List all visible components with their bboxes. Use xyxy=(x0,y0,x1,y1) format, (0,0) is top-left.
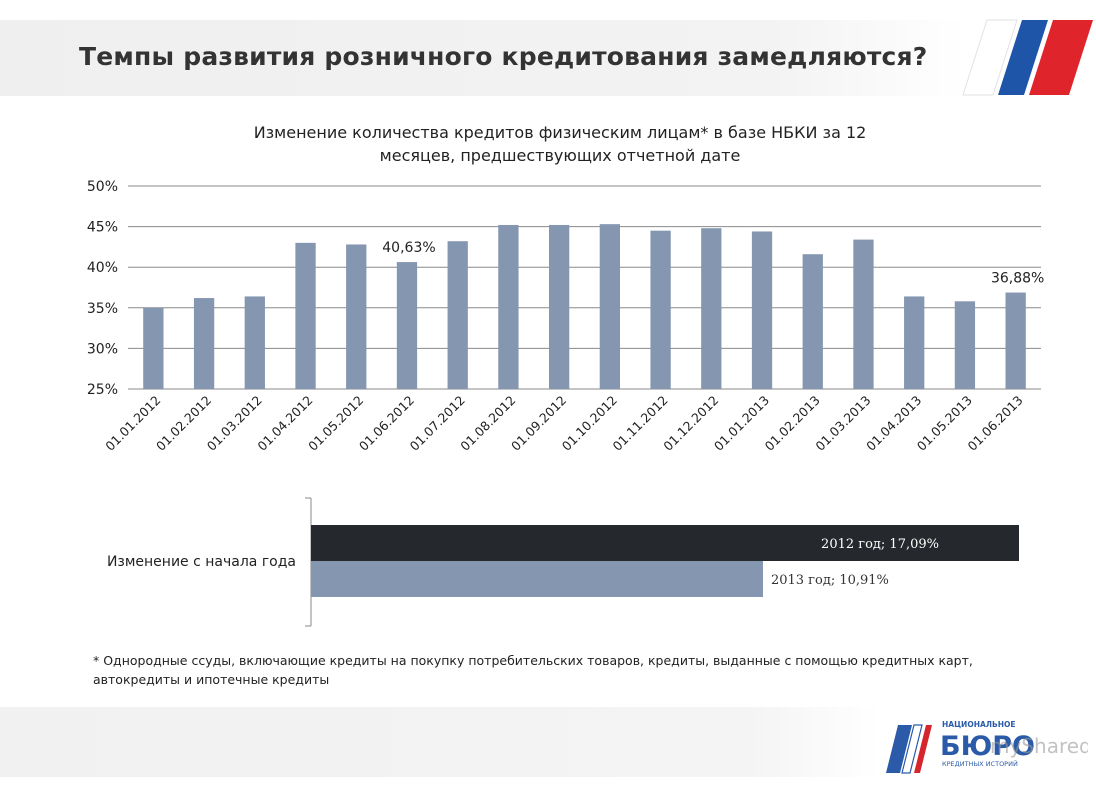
bar xyxy=(599,224,621,389)
logo-emblem-icon xyxy=(886,724,932,774)
year-to-date-bar-chart: Изменение с начала года 2012 год; 17,09%… xyxy=(107,497,1019,627)
ytd-bar-label: 2013 год; 10,91% xyxy=(771,573,889,588)
logo-top-text: НАЦИОНАЛЬНОЕ xyxy=(942,720,1016,729)
bar xyxy=(548,224,570,389)
y-tick-label: 35% xyxy=(87,301,118,317)
footnote-line-1: * Однородные ссуды, включающие кредиты н… xyxy=(93,653,973,668)
chart-title-line-1: Изменение количества кредитов физическим… xyxy=(254,123,867,142)
y-tick-label: 30% xyxy=(87,341,118,357)
x-tick-label: 01.06.2013 xyxy=(965,393,1026,454)
bar xyxy=(1005,292,1026,389)
bar xyxy=(904,296,925,389)
footer-band xyxy=(0,707,880,777)
bar xyxy=(650,230,671,389)
bar xyxy=(802,254,823,389)
logo-main-text: БЮРО xyxy=(940,731,1035,762)
bar xyxy=(396,262,418,389)
data-label: 40,63% xyxy=(382,240,435,256)
ytd-bar-label: 2012 год; 17,09% xyxy=(821,537,939,552)
bar xyxy=(954,301,976,389)
bar xyxy=(751,231,773,389)
y-tick-label: 40% xyxy=(87,260,118,276)
bar xyxy=(295,242,316,389)
bar xyxy=(244,296,265,389)
data-label: 36,88% xyxy=(991,271,1044,287)
bar xyxy=(498,224,519,389)
title-band: Темпы развития розничного кредитования з… xyxy=(0,20,965,96)
nbki-logo: НАЦИОНАЛЬНОЕ БЮРО КРЕДИТНЫХ ИСТОРИЙ mySh… xyxy=(886,720,1088,774)
bar xyxy=(143,307,164,389)
logo-bottom-text: КРЕДИТНЫХ ИСТОРИЙ xyxy=(942,759,1018,768)
ytd-bar xyxy=(311,525,1019,561)
y-tick-label: 25% xyxy=(87,382,118,398)
tricolor-flag-icon xyxy=(962,19,1093,96)
watermark-text: myShared xyxy=(990,734,1088,758)
ytd-category-label: Изменение с начала года xyxy=(107,554,296,570)
chart-title-line-2: месяцев, предшествующих отчетной дате xyxy=(380,146,741,165)
bar xyxy=(193,298,215,389)
bar xyxy=(447,241,468,389)
bar-chart-12-months: Изменение количества кредитов физическим… xyxy=(87,123,1044,454)
y-tick-label: 50% xyxy=(87,179,118,195)
y-tick-label: 45% xyxy=(87,220,118,236)
bar xyxy=(853,239,874,389)
bar xyxy=(701,228,722,389)
footnote: * Однородные ссуды, включающие кредиты н… xyxy=(93,651,1053,689)
ytd-bar xyxy=(311,561,763,597)
footnote-line-2: автокредиты и ипотечные кредиты xyxy=(93,672,330,687)
bar xyxy=(346,244,367,389)
page-title: Темпы развития розничного кредитования з… xyxy=(79,42,928,71)
